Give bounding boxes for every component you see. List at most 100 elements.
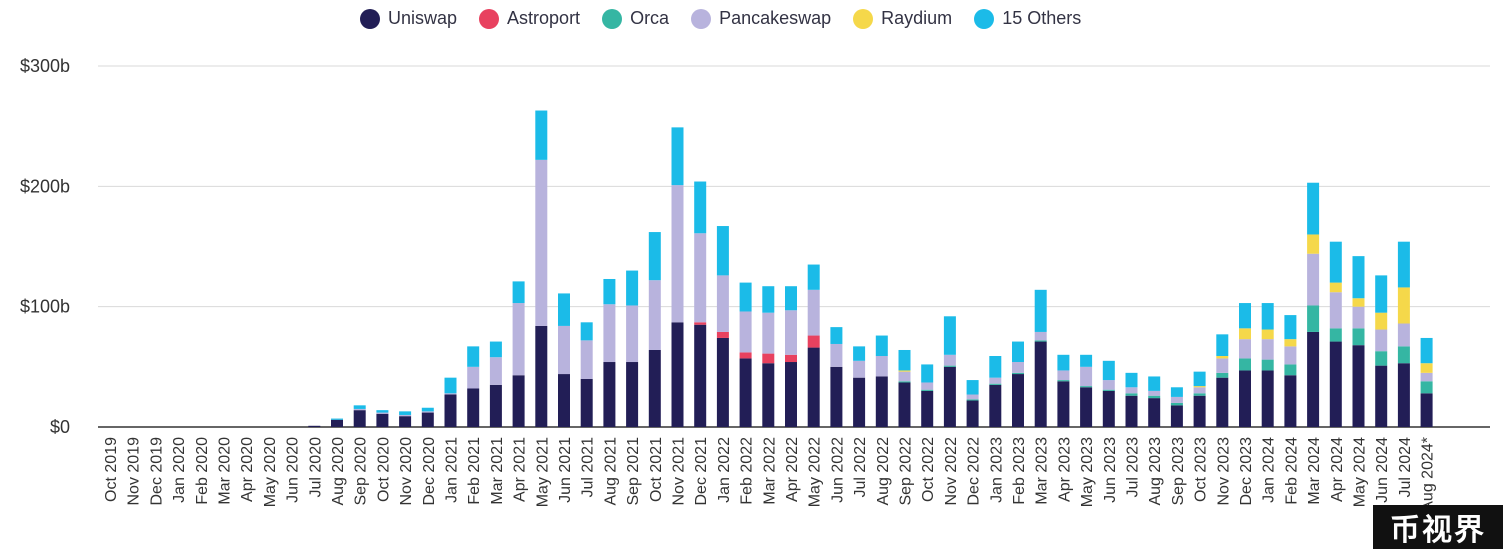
x-tick-label: Jul 2022 xyxy=(852,437,869,498)
x-tick-label: Nov 2019 xyxy=(126,437,143,506)
bar-segment xyxy=(1375,275,1388,313)
bar-segment xyxy=(535,159,548,326)
bar-segment xyxy=(1148,398,1161,427)
bar-segment xyxy=(353,405,366,409)
bar-segment xyxy=(444,393,457,395)
bar-segment xyxy=(1148,390,1161,396)
x-tick-label: Jul 2023 xyxy=(1125,437,1142,498)
bar-segment xyxy=(648,280,661,350)
legend: Uniswap Astroport Orca Pancakeswap Raydi… xyxy=(360,8,1081,29)
bar-segment xyxy=(1420,372,1433,382)
x-tick-label: Dec 2022 xyxy=(966,437,983,506)
x-tick-label: Jan 2023 xyxy=(988,437,1005,503)
legend-swatch-pancakeswap xyxy=(691,8,712,29)
bar-segment xyxy=(830,327,843,344)
bar-segment xyxy=(331,419,343,427)
x-tick-label: May 2020 xyxy=(262,437,279,507)
bar-segment xyxy=(1193,393,1206,396)
bar-segment xyxy=(1057,381,1070,427)
bar-segment xyxy=(489,357,502,385)
bar-segment xyxy=(1420,381,1433,394)
x-tick-label: Jan 2021 xyxy=(444,437,461,503)
watermark-logo: 币视界 xyxy=(1373,505,1503,549)
bar-segment xyxy=(1125,372,1138,388)
bar-segment xyxy=(694,233,707,323)
bar-segment xyxy=(1352,328,1365,346)
bar-segment xyxy=(762,312,775,354)
bar-segment xyxy=(421,407,434,412)
x-tick-label: May 2022 xyxy=(807,437,824,507)
bar-segment xyxy=(739,282,752,312)
bar-segment xyxy=(898,381,911,383)
legend-item-orca[interactable]: Orca xyxy=(602,8,669,29)
bar-segment xyxy=(989,383,1002,385)
bar-segment xyxy=(1284,339,1297,347)
legend-item-others[interactable]: 15 Others xyxy=(974,8,1081,29)
x-tick-label: Nov 2021 xyxy=(671,437,688,506)
x-tick-label: Sep 2022 xyxy=(898,437,915,506)
bar-segment xyxy=(898,370,911,372)
bar-segment xyxy=(1080,386,1093,388)
bar-segment xyxy=(807,264,820,290)
x-tick-label: Mar 2020 xyxy=(217,437,234,505)
bar-segment xyxy=(1239,370,1251,427)
x-tick-label: Oct 2020 xyxy=(375,437,392,502)
bar-segment xyxy=(580,322,593,341)
x-tick-label: Dec 2019 xyxy=(148,437,165,506)
bar-segment xyxy=(580,378,593,427)
bar-segment xyxy=(1034,331,1047,341)
legend-label-others: 15 Others xyxy=(1002,8,1082,28)
bar-segment xyxy=(1239,303,1251,329)
bar-segment xyxy=(921,390,934,427)
x-tick-label: May 2021 xyxy=(534,437,551,507)
bar-segment xyxy=(1261,359,1274,371)
bar-segment xyxy=(921,389,934,391)
x-tick-label: Jun 2020 xyxy=(285,437,302,503)
x-tick-label: Mar 2024 xyxy=(1306,437,1323,505)
bar-segment xyxy=(1284,375,1297,427)
legend-item-raydium[interactable]: Raydium xyxy=(853,8,952,29)
bar-segment xyxy=(1307,234,1320,254)
bar-segment xyxy=(489,384,502,427)
bar-segment xyxy=(694,324,707,427)
bar-segment xyxy=(989,384,1002,427)
bar-segment xyxy=(1057,380,1070,382)
bar-segment xyxy=(1034,340,1047,342)
x-tick-label: Nov 2020 xyxy=(398,437,415,506)
bar-segment xyxy=(399,416,412,427)
bar-segment xyxy=(785,354,797,363)
bar-segment xyxy=(966,399,979,401)
y-tick-label: $0 xyxy=(50,417,70,437)
legend-item-pancakeswap[interactable]: Pancakeswap xyxy=(691,8,831,29)
bar-segment xyxy=(1329,341,1342,427)
legend-item-uniswap[interactable]: Uniswap xyxy=(360,8,457,29)
bar-segment xyxy=(1216,334,1229,357)
legend-item-astroport[interactable]: Astroport xyxy=(479,8,580,29)
bar-segment xyxy=(716,331,729,338)
x-tick-label: Feb 2022 xyxy=(739,437,756,505)
bar-segment xyxy=(399,414,412,417)
x-tick-label: Nov 2023 xyxy=(1215,437,1232,506)
bar-segment xyxy=(1080,387,1093,427)
bar-segment xyxy=(1375,351,1388,366)
x-tick-label: Apr 2021 xyxy=(512,437,529,502)
bar-segment xyxy=(535,325,548,427)
bar-segment xyxy=(739,311,752,353)
x-tick-label: Sep 2020 xyxy=(353,437,370,506)
x-tick-label: Apr 2023 xyxy=(1056,437,1073,502)
bar-segment xyxy=(1375,329,1388,352)
bar-segment xyxy=(603,278,616,305)
x-tick-label: Aug 2020 xyxy=(330,437,347,506)
x-tick-label: May 2023 xyxy=(1079,437,1096,507)
bar-segment xyxy=(1261,339,1274,360)
bar-segment xyxy=(921,364,934,383)
x-tick-label: Oct 2023 xyxy=(1193,437,1210,502)
bar-segment xyxy=(853,377,866,427)
bar-segment xyxy=(1034,341,1047,427)
bar-segment xyxy=(716,337,729,427)
x-tick-label: Jul 2024 xyxy=(1397,437,1414,498)
bar-segment xyxy=(1034,289,1047,332)
x-tick-label: Jan 2020 xyxy=(171,437,188,503)
bar-segment xyxy=(671,127,684,186)
bar-segment xyxy=(512,303,525,376)
